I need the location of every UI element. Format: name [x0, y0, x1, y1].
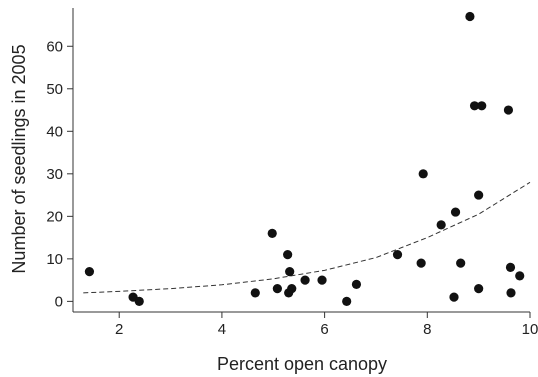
data-point: [134, 296, 144, 306]
x-tick-label: 4: [218, 321, 226, 338]
data-point: [287, 284, 297, 294]
fit-curve-line: [83, 181, 531, 294]
points-layer: [84, 11, 525, 306]
data-point: [505, 262, 516, 272]
data-point: [418, 169, 428, 179]
data-point: [465, 11, 475, 22]
y-tick-label: 60: [46, 38, 63, 55]
data-point: [272, 284, 282, 294]
data-point: [456, 258, 466, 268]
fit-layer: [83, 181, 531, 294]
y-tick-label: 50: [46, 81, 63, 98]
data-point: [469, 101, 480, 111]
data-point: [392, 250, 403, 260]
data-point: [84, 267, 95, 277]
data-point: [477, 101, 487, 111]
y-tick-label: 40: [46, 123, 63, 140]
data-point: [267, 228, 277, 238]
y-tick-label: 20: [46, 208, 63, 225]
data-point: [317, 275, 327, 285]
data-point: [351, 279, 362, 289]
x-axis-title: Percent open canopy: [217, 354, 387, 374]
data-point: [474, 190, 484, 200]
data-point: [474, 284, 484, 294]
data-point: [416, 258, 426, 268]
x-tick-label: 6: [320, 321, 328, 338]
y-tick-label: 10: [46, 251, 63, 268]
data-point: [436, 220, 446, 230]
data-point: [285, 267, 295, 277]
data-point: [506, 288, 516, 298]
data-point: [342, 296, 352, 306]
axes-layer: 2 4 6 8 10 0 10 20 30 40 50 60: [46, 8, 538, 338]
data-point: [515, 271, 525, 281]
y-axis-title: Number of seedlings in 2005: [9, 44, 29, 273]
data-point: [250, 288, 260, 298]
labels-layer: Percent open canopy Number of seedlings …: [9, 44, 387, 374]
x-tick-label: 8: [423, 321, 431, 338]
data-point: [300, 275, 310, 285]
x-tick-label: 2: [115, 321, 123, 338]
y-tick-label: 30: [46, 166, 63, 183]
data-point: [449, 292, 459, 302]
x-tick-label: 10: [522, 321, 538, 338]
data-point: [283, 250, 293, 260]
data-point: [450, 207, 461, 217]
data-point: [503, 105, 514, 115]
y-tick-label: 0: [55, 293, 63, 310]
